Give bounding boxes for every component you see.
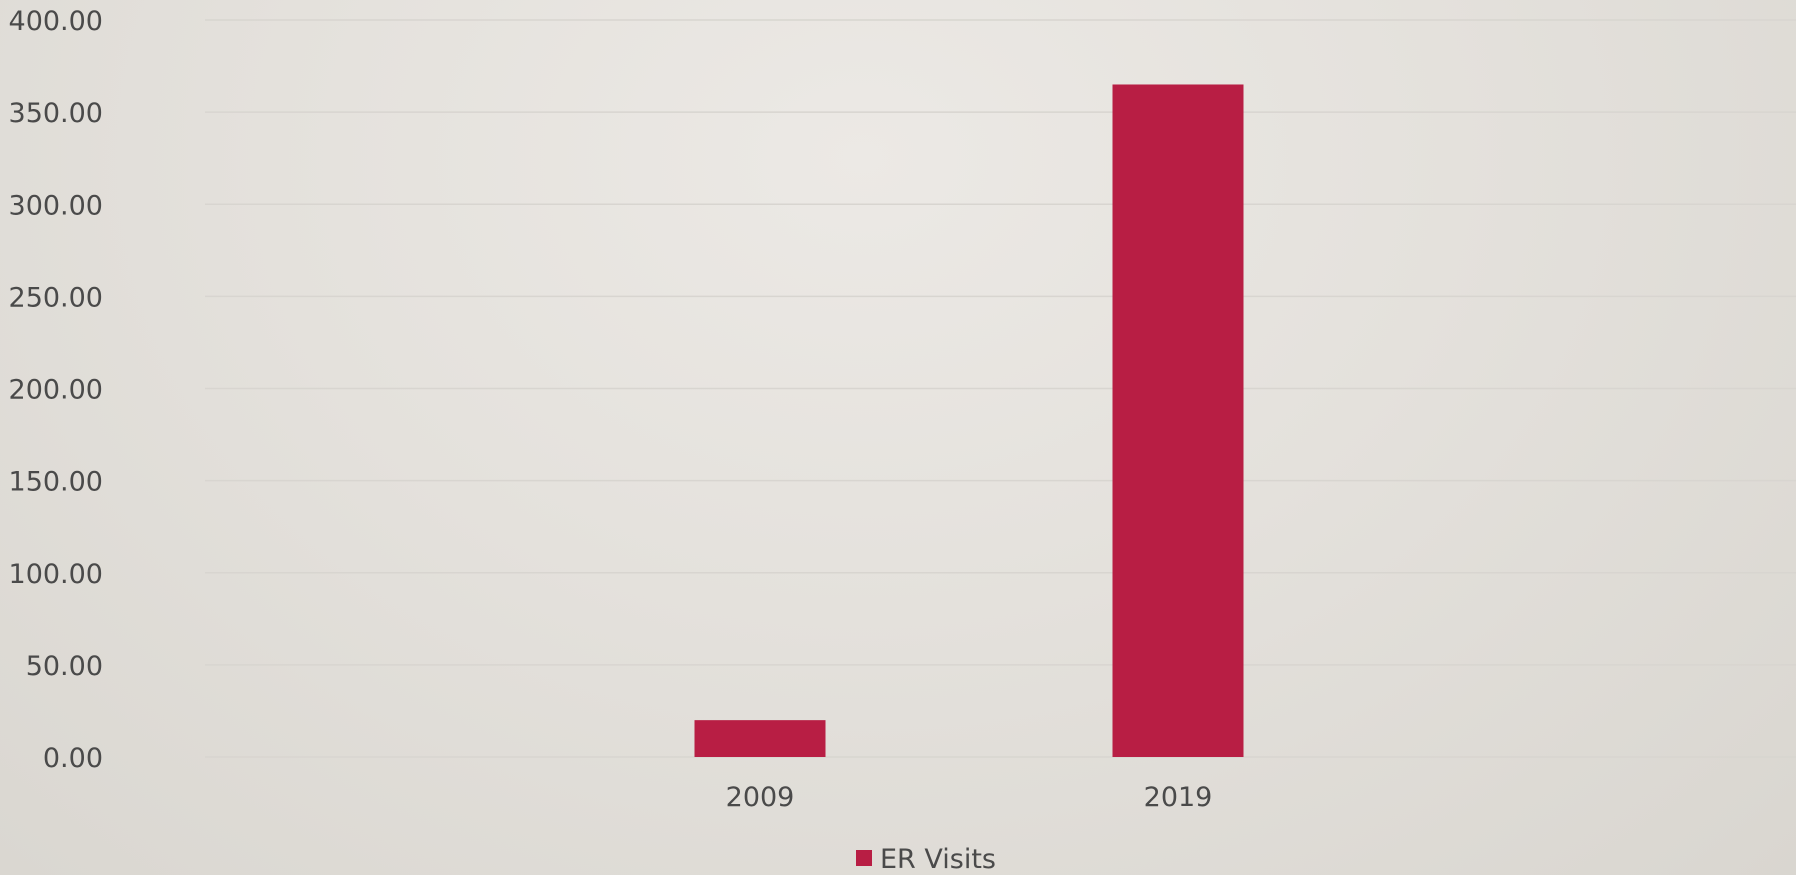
y-axis: 0.00 50.00 100.00 150.00 200.00 250.00 300.00 3… [9, 6, 103, 774]
legend-label: ER Visits [880, 844, 996, 875]
y-tick-label: 50.00 [26, 651, 103, 682]
bar-2019 [1112, 84, 1244, 758]
y-tick-label: 0.00 [43, 743, 103, 774]
y-tick-label: 350.00 [9, 98, 103, 129]
y-tick-label: 150.00 [9, 467, 103, 498]
gridlines [205, 19, 1796, 758]
bars [694, 84, 1244, 758]
y-tick-label: 300.00 [9, 190, 103, 221]
x-tick-label: 2019 [1144, 782, 1213, 813]
y-tick-label: 100.00 [9, 559, 103, 590]
x-axis: 2009 2019 [726, 782, 1213, 813]
x-tick-label: 2009 [726, 782, 795, 813]
y-tick-label: 200.00 [9, 375, 103, 406]
legend-swatch [856, 850, 872, 866]
legend: ER Visits [856, 844, 996, 875]
y-tick-label: 400.00 [9, 6, 103, 37]
y-tick-label: 250.00 [9, 282, 103, 313]
bar-2009 [694, 720, 826, 757]
